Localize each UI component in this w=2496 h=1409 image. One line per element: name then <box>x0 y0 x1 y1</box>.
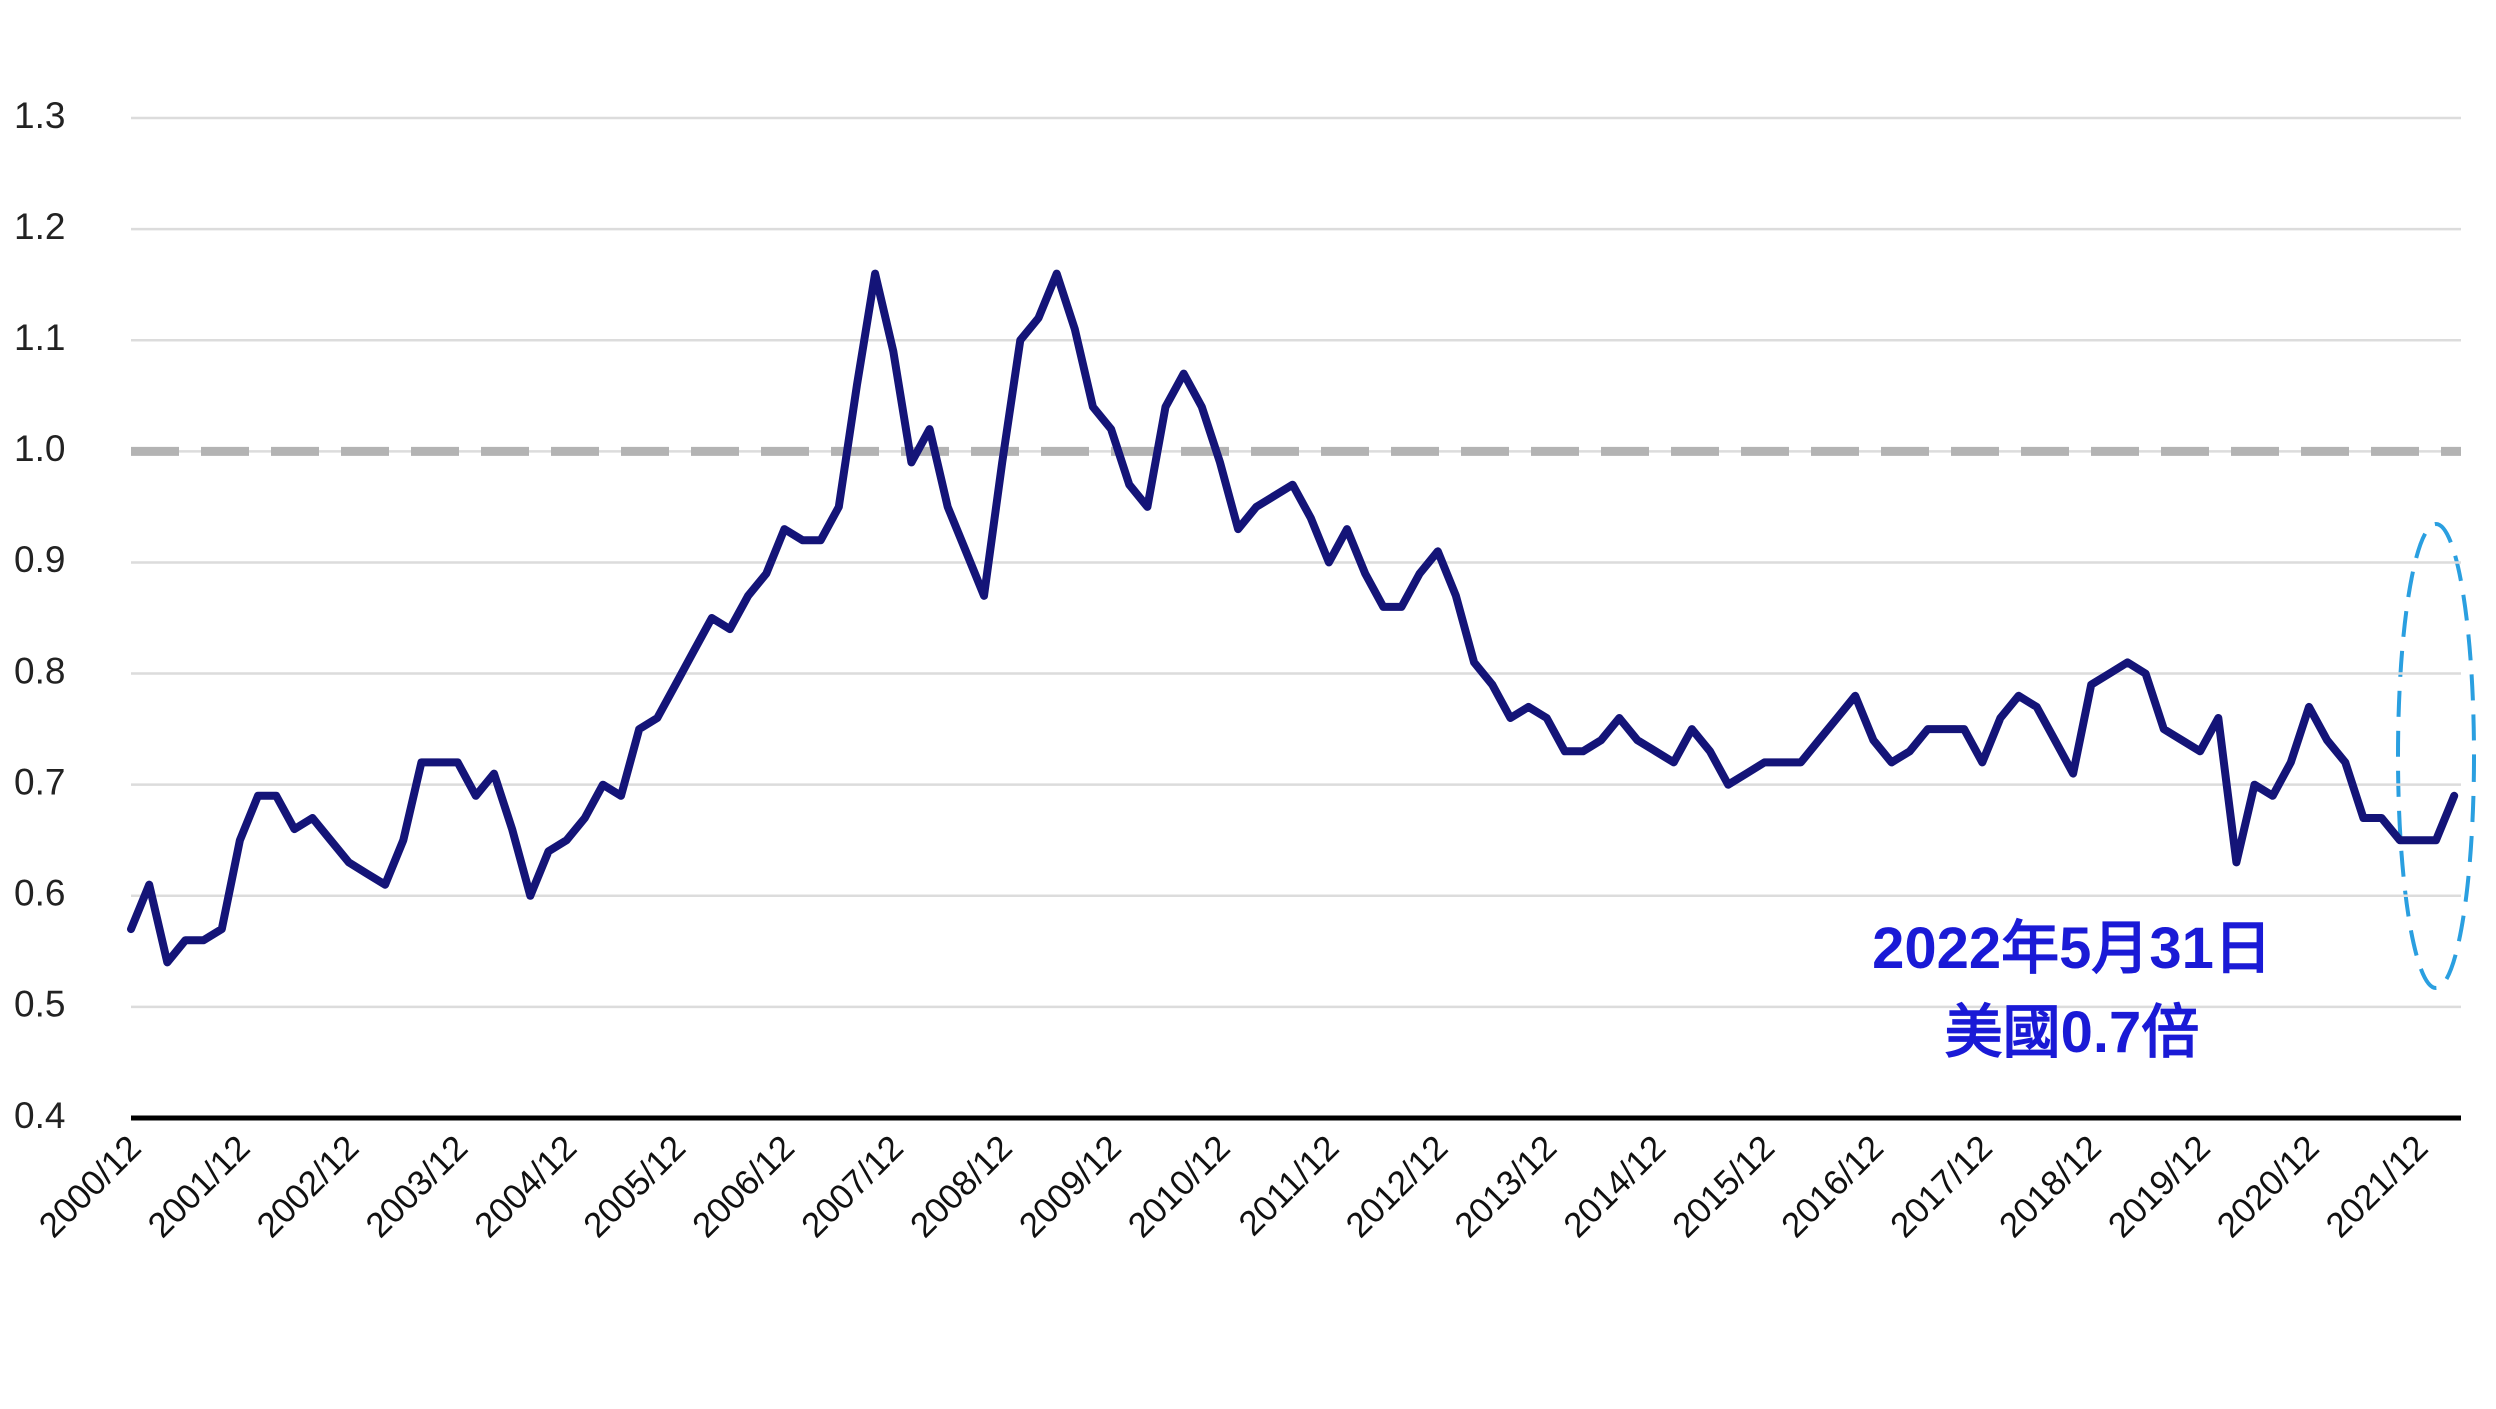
x-tick-label: 2006/12 <box>685 1128 802 1245</box>
x-tick-label: 2008/12 <box>903 1128 1020 1245</box>
x-tick-label: 2003/12 <box>358 1128 475 1245</box>
x-tick-label: 2004/12 <box>467 1128 584 1245</box>
x-tick-label: 2000/12 <box>32 1128 149 1245</box>
data-line <box>127 269 2459 967</box>
x-tick-label: 2007/12 <box>794 1128 911 1245</box>
y-tick-label: 0.7 <box>14 761 65 802</box>
highlight-ellipse <box>2396 522 2476 990</box>
y-tick-label: 1.2 <box>14 206 65 247</box>
annotation: 美國0.7倍 <box>1945 1000 2200 1065</box>
x-tick-label: 2018/12 <box>1992 1128 2109 1245</box>
x-tick-label: 2002/12 <box>249 1128 366 1245</box>
y-tick-label: 0.4 <box>14 1095 65 1136</box>
x-tick-label: 2011/12 <box>1231 1128 1346 1243</box>
y-tick-label: 0.6 <box>14 873 65 914</box>
x-tick-label: 2001/12 <box>141 1128 258 1245</box>
x-tick-label: 2020/12 <box>2210 1128 2327 1245</box>
y-tick-label: 1.1 <box>14 317 65 358</box>
x-tick-label: 2016/12 <box>1774 1128 1891 1245</box>
annotation: 2022年5月31日 <box>1872 916 2272 981</box>
x-tick-label: 2013/12 <box>1447 1128 1564 1245</box>
y-tick-label: 0.8 <box>14 650 65 691</box>
x-tick-label: 2021/12 <box>2319 1128 2436 1245</box>
y-tick-label: 1.3 <box>14 95 65 136</box>
x-tick-label: 2005/12 <box>576 1128 693 1245</box>
x-tick-label: 2015/12 <box>1665 1128 1782 1245</box>
x-tick-label: 2012/12 <box>1338 1128 1455 1245</box>
y-tick-label: 0.9 <box>14 539 65 580</box>
x-tick-label: 2014/12 <box>1556 1128 1673 1245</box>
x-tick-label: 2009/12 <box>1012 1128 1129 1245</box>
x-tick-label: 2010/12 <box>1121 1128 1238 1245</box>
y-tick-label: 0.5 <box>14 984 65 1025</box>
y-tick-label: 1.0 <box>14 428 65 469</box>
x-tick-label: 2019/12 <box>2101 1128 2218 1245</box>
x-tick-label: 2017/12 <box>1883 1128 2000 1245</box>
